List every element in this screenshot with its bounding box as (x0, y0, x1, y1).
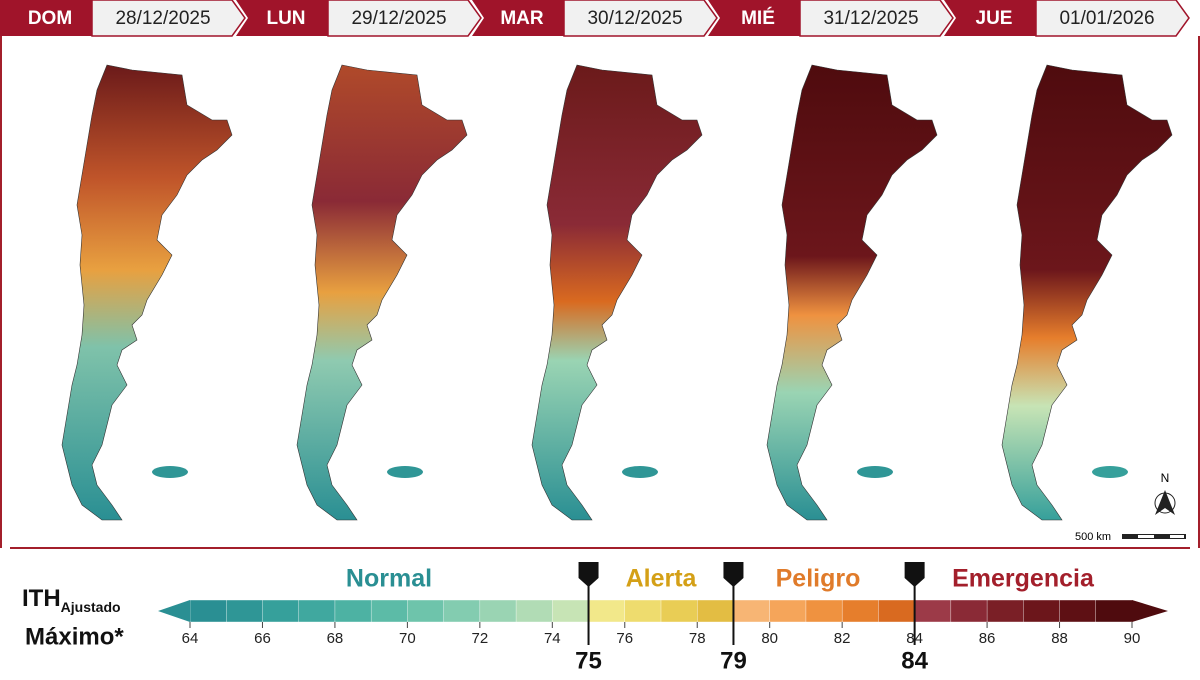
threshold-pin (904, 562, 925, 587)
legend-title: ITHAjustado (22, 585, 121, 614)
colorbar-segment (443, 599, 481, 623)
tick-label: 86 (979, 630, 996, 647)
date-label: 30/12/2025 (587, 8, 682, 29)
category-label: Alerta (626, 565, 698, 593)
category-label: Peligro (776, 565, 861, 593)
day-label: MAR (500, 8, 544, 29)
category-label: Normal (346, 565, 432, 593)
map (61, 64, 233, 521)
day-label: DOM (28, 8, 72, 29)
map (296, 64, 468, 521)
colorbar-segment (697, 599, 735, 623)
scale-label: 500 km (1075, 531, 1111, 543)
tick-label: 74 (544, 630, 561, 647)
date-tab (91, 0, 246, 37)
date-label: 28/12/2025 (115, 8, 210, 29)
tick-label: 64 (182, 630, 199, 647)
colorbar-segment (1095, 599, 1133, 623)
tick-label: 68 (327, 630, 344, 647)
tick-label: 88 (1051, 630, 1068, 647)
colorbar-segment (226, 599, 264, 623)
day-tab (944, 0, 1036, 36)
islands (1092, 466, 1128, 478)
threshold-label: 75 (575, 647, 602, 674)
colorbar-segment (189, 599, 227, 623)
colorbar-segment (298, 599, 336, 623)
colorbar-segment (370, 599, 409, 623)
tick-label: 70 (399, 630, 416, 647)
day-label: LUN (266, 8, 305, 29)
colorbar-segment (1059, 599, 1097, 623)
date-label: 01/01/2026 (1059, 8, 1154, 29)
threshold-pin (723, 562, 744, 587)
scale-bar (1138, 535, 1154, 538)
day-label: MIÉ (741, 7, 775, 29)
date-label: 29/12/2025 (351, 8, 446, 29)
north-label: N (1161, 471, 1170, 485)
colorbar-segment (950, 599, 988, 623)
tick-label: 72 (472, 630, 489, 647)
day-tab (236, 0, 328, 36)
threshold-label: 79 (720, 647, 747, 674)
colorbar-arrow (1132, 600, 1168, 622)
colorbar-segment (479, 599, 517, 623)
colorbar-segment (515, 599, 554, 623)
tick-label: 76 (616, 630, 633, 647)
threshold-label: 84 (901, 647, 928, 674)
date-tab (563, 0, 718, 37)
tick-label: 80 (761, 630, 778, 647)
scale-bar (1170, 535, 1184, 538)
islands (387, 466, 423, 478)
colorbar-segment (878, 599, 916, 623)
map (1001, 64, 1173, 521)
maps (61, 64, 1173, 521)
tick-label: 82 (834, 630, 851, 647)
tick-label: 90 (1124, 630, 1141, 647)
islands (152, 466, 188, 478)
colorbar-segment (986, 599, 1025, 623)
day-tab (0, 0, 92, 36)
legend-title-line2: Máximo* (25, 623, 124, 650)
date-tab (1035, 0, 1190, 37)
map (531, 64, 703, 521)
threshold-pin (578, 562, 599, 587)
day-tab (472, 0, 564, 36)
colorbar-segment (262, 599, 300, 623)
colorbar-segment (552, 599, 590, 623)
colorbar-segment (1023, 599, 1061, 623)
colorbar-segment (624, 599, 662, 623)
tick-label: 66 (254, 630, 271, 647)
map (766, 64, 938, 521)
tick-label: 78 (689, 630, 706, 647)
day-tab (708, 0, 800, 36)
colorbar-segment (769, 599, 807, 623)
colorbar-segment (805, 599, 843, 623)
category-label: Emergencia (952, 565, 1095, 593)
islands (857, 466, 893, 478)
colorbar-segment (914, 599, 952, 623)
north-arrow (1154, 492, 1176, 514)
colorbar-arrow (158, 600, 190, 622)
colorbar-segment (841, 599, 880, 623)
colorbar-segment (733, 599, 771, 623)
colorbar-segment (660, 599, 698, 623)
date-tab (327, 0, 482, 37)
day-label: JUE (976, 8, 1013, 29)
colorbar-segment (334, 599, 372, 623)
north-arrow (1155, 490, 1175, 515)
islands (622, 466, 658, 478)
date-tab (799, 0, 954, 37)
colorbar-segment (407, 599, 445, 623)
date-label: 31/12/2025 (823, 8, 918, 29)
colorbar-segment (588, 599, 626, 623)
